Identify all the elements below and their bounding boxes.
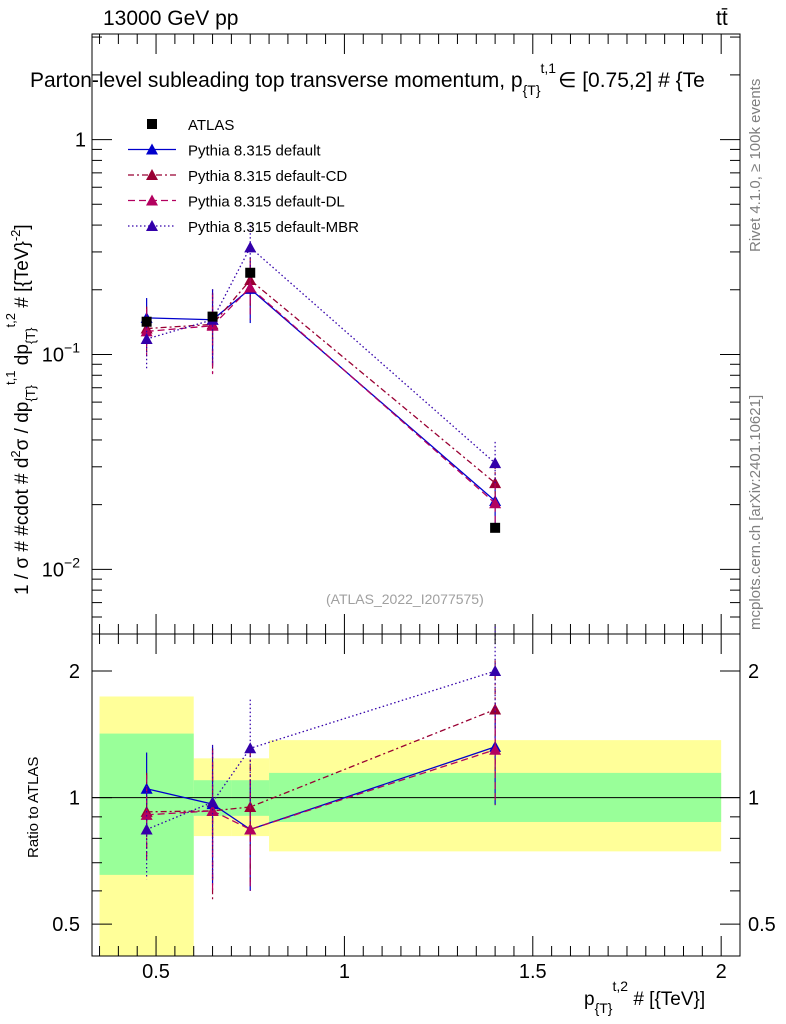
xtick-label: 1 — [339, 961, 350, 983]
xlabel: p{T}t,2 # [{TeV}] — [584, 978, 705, 1016]
xtick-label: 2 — [716, 961, 727, 983]
data-point — [244, 241, 257, 253]
main-ytick-label: 10−1 — [42, 339, 80, 366]
ratio-ytick-label-right: 1 — [748, 788, 759, 810]
ratio-point — [489, 665, 502, 677]
ratio-ytick-label-right: 2 — [748, 661, 759, 683]
data-point — [140, 333, 153, 345]
ratio-ytick-label-left: 1 — [69, 788, 80, 810]
ratio-point — [244, 823, 257, 835]
chart-title-sup: t,1 — [541, 60, 557, 76]
ratio-bands — [99, 696, 722, 956]
legend-marker — [147, 119, 157, 129]
legend-label: ATLAS — [188, 117, 234, 134]
ratio-ylabel: Ratio to ATLAS — [25, 757, 42, 858]
main-data — [140, 225, 502, 533]
ratio-ytick-label-left: 2 — [69, 661, 80, 683]
main-panel: 10−2 10−1 1 ATLAS Pythia 8.315 default Pythi… — [42, 33, 741, 635]
legend-label: Pythia 8.315 default-MBR — [188, 219, 359, 236]
ratio-line — [146, 708, 496, 813]
main-ylabel: 1 / σ # #cdot # d2σ / dp{T}t,1 dp{T}t,2 … — [3, 224, 38, 595]
ratio-line — [146, 749, 496, 831]
data-point — [207, 311, 218, 322]
legend-label: Pythia 8.315 default-DL — [188, 194, 345, 211]
mcplots-label: mcplots.cern.ch [arXiv:2401.10621] — [747, 395, 764, 630]
series-line — [146, 287, 496, 502]
ratio-point — [140, 823, 153, 835]
ratio-line — [146, 746, 496, 831]
ratio-point — [206, 796, 219, 808]
main-ytick-label: 1 — [75, 130, 86, 152]
chart-title-rest: ∈ [0.75,2] # {Te — [558, 69, 705, 92]
data-point — [206, 319, 219, 331]
ratio-point — [244, 742, 257, 754]
process-label: tt̄ — [716, 7, 728, 30]
series-line — [146, 246, 496, 464]
data-point — [141, 316, 152, 327]
data-point — [489, 497, 502, 509]
ratio-point — [140, 808, 153, 820]
legend-marker — [146, 143, 158, 155]
main-axis: 10−2 10−1 1 — [42, 34, 740, 635]
data-point — [490, 522, 501, 533]
ratio-point — [489, 743, 502, 755]
main-ytick-label: 10−2 — [42, 554, 80, 581]
ratio-ytick-label-left: 0.5 — [52, 914, 80, 936]
ratio-line — [146, 670, 496, 831]
legend-label: Pythia 8.315 default-CD — [188, 168, 347, 185]
legend-marker — [146, 220, 158, 231]
legend-marker — [146, 194, 158, 206]
chart-title-main: Parton-level subleading top transverse m… — [30, 69, 523, 92]
ratio-point — [206, 804, 219, 816]
rivet-label: Rivet 4.1.0, ≥ 100k events — [747, 79, 764, 252]
xtick-label: 1.5 — [519, 961, 547, 983]
ratio-panel: 0.5 0.5 1 1 2 2 0.5 1 1.5 2 — [52, 626, 776, 983]
data-point — [244, 281, 257, 293]
analysis-watermark: (ATLAS_2022_I2077575) — [326, 591, 484, 607]
chart-title: Parton-level subleading top transverse m… — [30, 60, 705, 98]
series-line — [146, 279, 496, 484]
energy-label: 13000 GeV pp — [103, 7, 238, 30]
data-point — [489, 457, 502, 469]
legend-label: Pythia 8.315 default — [188, 143, 321, 160]
data-point — [245, 267, 256, 278]
chart-title-sub: {T} — [523, 82, 541, 98]
legend-marker — [146, 169, 158, 180]
series-line — [146, 286, 496, 504]
xtick-label: 0.5 — [142, 961, 170, 983]
ratio-frame — [91, 633, 741, 957]
ratio-ytick-label-right: 0.5 — [748, 914, 776, 936]
legend: ATLAS Pythia 8.315 default Pythia 8.315 de… — [128, 117, 359, 236]
ratio-axis: 0.5 0.5 1 1 2 2 0.5 1 1.5 2 — [52, 634, 776, 983]
